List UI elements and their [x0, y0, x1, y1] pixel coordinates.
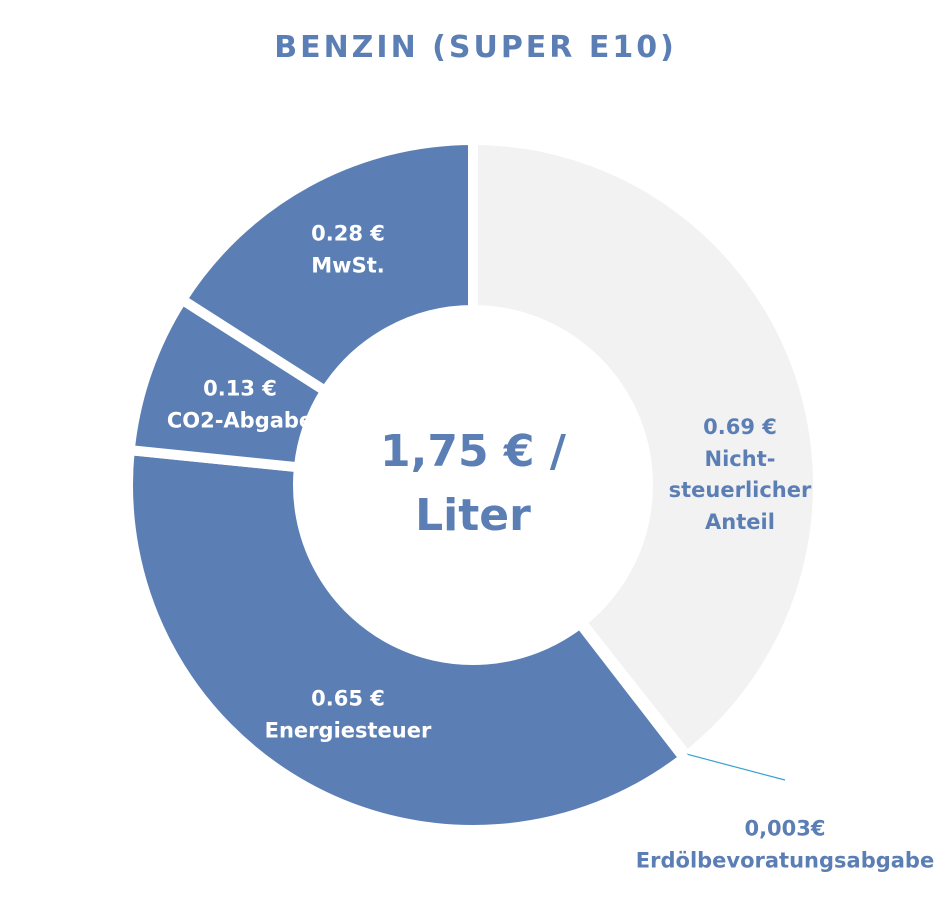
category-label: Energiesteuer [264, 718, 432, 742]
value-label: 0.13 € [203, 376, 277, 401]
value-label: 0,003€ [744, 816, 826, 841]
leader-line [682, 752, 786, 781]
data-label: 0.65 € Energiesteuer [188, 684, 508, 747]
data-label: 0.13 € CO2-Abgabe [80, 374, 400, 437]
data-label: 0.69 € Nicht- steuerlicher Anteil [580, 412, 900, 538]
donut-segment [468, 134, 823, 763]
value-label: 0.28 € [311, 221, 385, 246]
data-label: 0.28 € MwSt. [188, 219, 508, 282]
category-label: Nicht- steuerlicher Anteil [668, 446, 812, 534]
chart-title: BENZIN (SUPER E10) [274, 30, 677, 65]
value-label: 0.69 € [703, 415, 777, 439]
data-label: 0,003€ Erdölbevoratungsabgabe [625, 814, 945, 877]
category-label: Erdölbevoratungsabgabe [635, 848, 935, 872]
donut-segment [123, 444, 691, 835]
value-label: 0.65 € [311, 686, 385, 711]
center-label: 1,75 € / Liter [380, 426, 566, 541]
category-label: MwSt. [311, 253, 385, 277]
category-label: CO2-Abgabe [166, 408, 314, 432]
donut-segment [175, 134, 478, 398]
